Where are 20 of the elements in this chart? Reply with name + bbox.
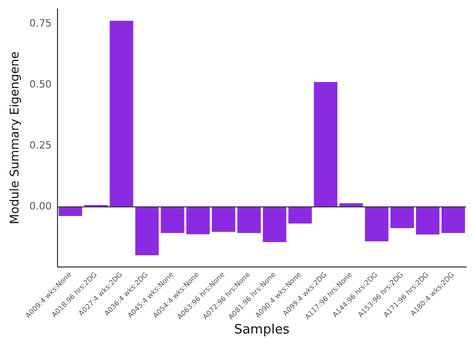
bar (390, 206, 414, 228)
bar (186, 206, 210, 234)
bar (288, 206, 312, 224)
y-tick-label: 0.50 (29, 79, 52, 90)
y-axis-title: Module Summary Eigengene (7, 51, 22, 224)
bar (364, 206, 388, 242)
bar (110, 20, 134, 207)
bar (160, 206, 184, 234)
bar (237, 206, 261, 234)
bar (58, 206, 82, 216)
x-axis-title: Samples (234, 322, 290, 338)
y-tick-label: 0.00 (29, 201, 52, 212)
bar (262, 206, 286, 242)
y-tick-label: 0.25 (29, 140, 52, 152)
bar (135, 206, 159, 256)
bar (442, 206, 465, 234)
y-tick-label: 0.75 (29, 18, 52, 30)
bar (212, 206, 236, 232)
bar (416, 206, 440, 235)
bar (314, 82, 338, 207)
